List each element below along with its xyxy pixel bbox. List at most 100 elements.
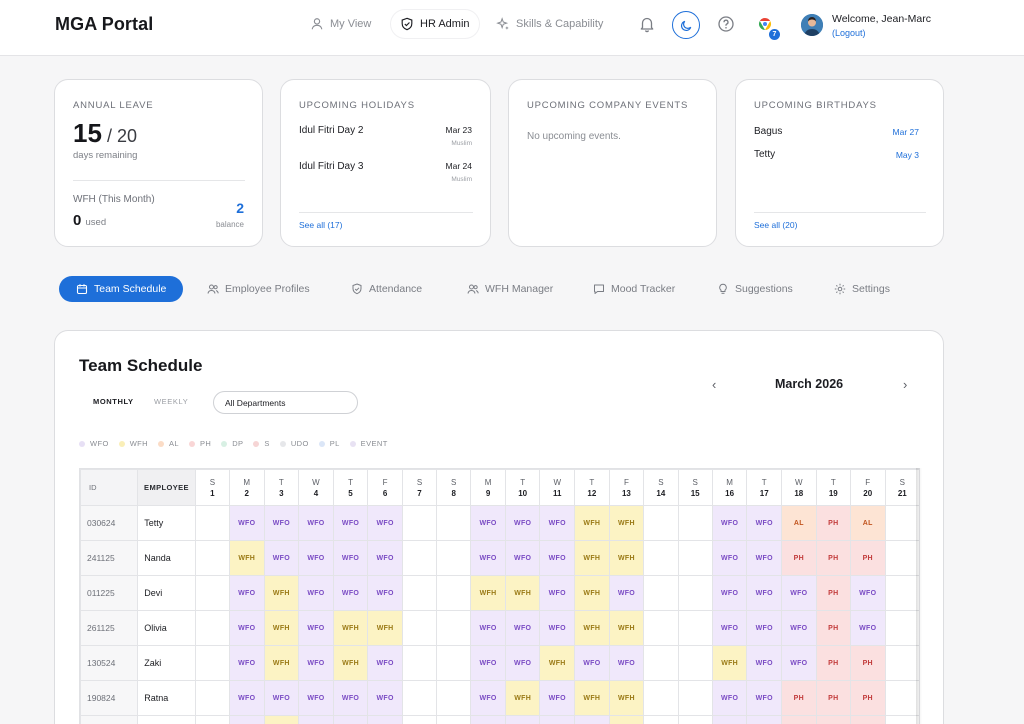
schedule-cell[interactable]: WFH [263,610,300,646]
nav-my-view[interactable]: My View [301,10,380,38]
schedule-cell[interactable]: WFH [504,680,541,716]
schedule-cell[interactable]: PH [781,715,817,724]
help-icon[interactable] [716,14,736,34]
schedule-cell[interactable]: WFO [298,505,334,541]
schedule-cell[interactable]: WFO [539,575,576,611]
schedule-cell[interactable]: WFH [263,645,300,681]
schedule-cell[interactable]: WFO [263,505,300,541]
schedule-cell[interactable]: WFO [263,680,300,716]
schedule-cell[interactable]: WFO [470,715,506,724]
weekly-toggle[interactable]: WEEKLY [154,397,189,406]
monthly-toggle[interactable]: MONTHLY [93,397,134,406]
schedule-cell[interactable]: PH [815,680,851,716]
employee-name[interactable]: Olivia [137,610,196,646]
schedule-cell[interactable]: PH [815,540,851,576]
schedule-cell[interactable]: WFO [367,715,403,724]
schedule-cell[interactable] [401,645,438,681]
schedule-cell[interactable] [677,505,713,541]
schedule-cell[interactable]: PH [815,610,851,646]
schedule-cell[interactable] [436,505,472,541]
tab-suggestions[interactable]: Suggestions [717,276,793,302]
schedule-cell[interactable]: WFH [608,540,645,576]
next-month-button[interactable]: › [903,377,908,392]
schedule-cell[interactable]: WFH [574,540,610,576]
schedule-cell[interactable]: WFO [298,645,334,681]
schedule-cell[interactable]: WFO [504,645,541,681]
schedule-cell[interactable] [643,680,679,716]
schedule-cell[interactable]: WFH [539,645,576,681]
schedule-cell[interactable] [884,715,920,724]
schedule-cell[interactable] [194,505,230,541]
schedule-cell[interactable]: WFO [711,610,748,646]
schedule-cell[interactable]: WFO [470,610,506,646]
schedule-cell[interactable]: WFO [367,575,403,611]
schedule-cell[interactable] [884,680,920,716]
schedule-cell[interactable]: WFO [711,540,748,576]
schedule-cell[interactable]: WFO [746,540,783,576]
schedule-cell[interactable]: WFO [608,645,645,681]
tab-team-schedule[interactable]: Team Schedule [59,276,184,302]
schedule-cell[interactable] [401,540,438,576]
schedule-cell[interactable]: PH [849,645,886,681]
schedule-cell[interactable]: WFO [228,680,265,716]
tab-settings[interactable]: Settings [834,276,890,302]
schedule-cell[interactable]: WFO [608,575,645,611]
schedule-cell[interactable]: WFO [298,610,334,646]
schedule-cell[interactable]: WFO [849,610,886,646]
schedule-cell[interactable]: WFO [470,680,506,716]
schedule-cell[interactable]: PH [781,680,817,716]
schedule-cell[interactable]: WFO [470,645,506,681]
schedule-cell[interactable]: WFH [228,540,265,576]
dark-mode-toggle[interactable] [672,11,700,39]
schedule-cell[interactable]: WFO [367,540,403,576]
employee-name[interactable]: Ratna [137,680,196,716]
schedule-cell[interactable]: WFO [332,715,369,724]
schedule-cell[interactable] [884,610,920,646]
schedule-cell[interactable] [677,610,713,646]
schedule-cell[interactable] [643,540,679,576]
schedule-cell[interactable] [401,610,438,646]
schedule-cell[interactable] [194,540,230,576]
schedule-cell[interactable]: WFO [228,645,265,681]
schedule-cell[interactable]: WFO [367,505,403,541]
schedule-cell[interactable] [643,505,679,541]
schedule-cell[interactable]: WFO [746,575,783,611]
schedule-cell[interactable]: WFO [746,610,783,646]
schedule-cell[interactable]: WFO [367,645,403,681]
schedule-cell[interactable] [194,715,230,724]
schedule-cell[interactable] [436,610,472,646]
schedule-cell[interactable] [436,645,472,681]
schedule-cell[interactable]: PH [815,505,851,541]
schedule-cell[interactable] [401,715,438,724]
employee-name[interactable]: Devi [137,575,196,611]
schedule-cell[interactable]: WFH [470,575,506,611]
schedule-cell[interactable]: PH [781,540,817,576]
schedule-cell[interactable] [436,575,472,611]
schedule-cell[interactable]: WFH [608,715,645,724]
schedule-cell[interactable] [436,540,472,576]
schedule-cell[interactable]: WFO [263,540,300,576]
schedule-cell[interactable]: WFO [574,715,610,724]
schedule-cell[interactable] [436,715,472,724]
schedule-cell[interactable]: WFH [608,505,645,541]
schedule-cell[interactable]: WFO [539,505,576,541]
employee-name[interactable]: Tetty [137,505,196,541]
schedule-cell[interactable]: WFO [746,680,783,716]
schedule-cell[interactable]: WFO [504,610,541,646]
schedule-cell[interactable]: WFO [539,680,576,716]
schedule-cell[interactable]: WFO [781,610,817,646]
schedule-cell[interactable]: WFH [367,610,403,646]
schedule-cell[interactable] [436,680,472,716]
schedule-cell[interactable]: PH [849,540,886,576]
schedule-cell[interactable]: WFO [711,575,748,611]
schedule-cell[interactable] [643,645,679,681]
schedule-cell[interactable]: WFO [574,645,610,681]
schedule-cell[interactable]: WFH [574,505,610,541]
schedule-cell[interactable]: WFO [298,575,334,611]
schedule-cell[interactable] [884,645,920,681]
tab-mood-tracker[interactable]: Mood Tracker [593,276,675,302]
schedule-cell[interactable]: PH [815,575,851,611]
schedule-cell[interactable]: WFH [608,610,645,646]
nav-skills[interactable]: Skills & Capability [487,10,612,38]
schedule-cell[interactable] [677,540,713,576]
